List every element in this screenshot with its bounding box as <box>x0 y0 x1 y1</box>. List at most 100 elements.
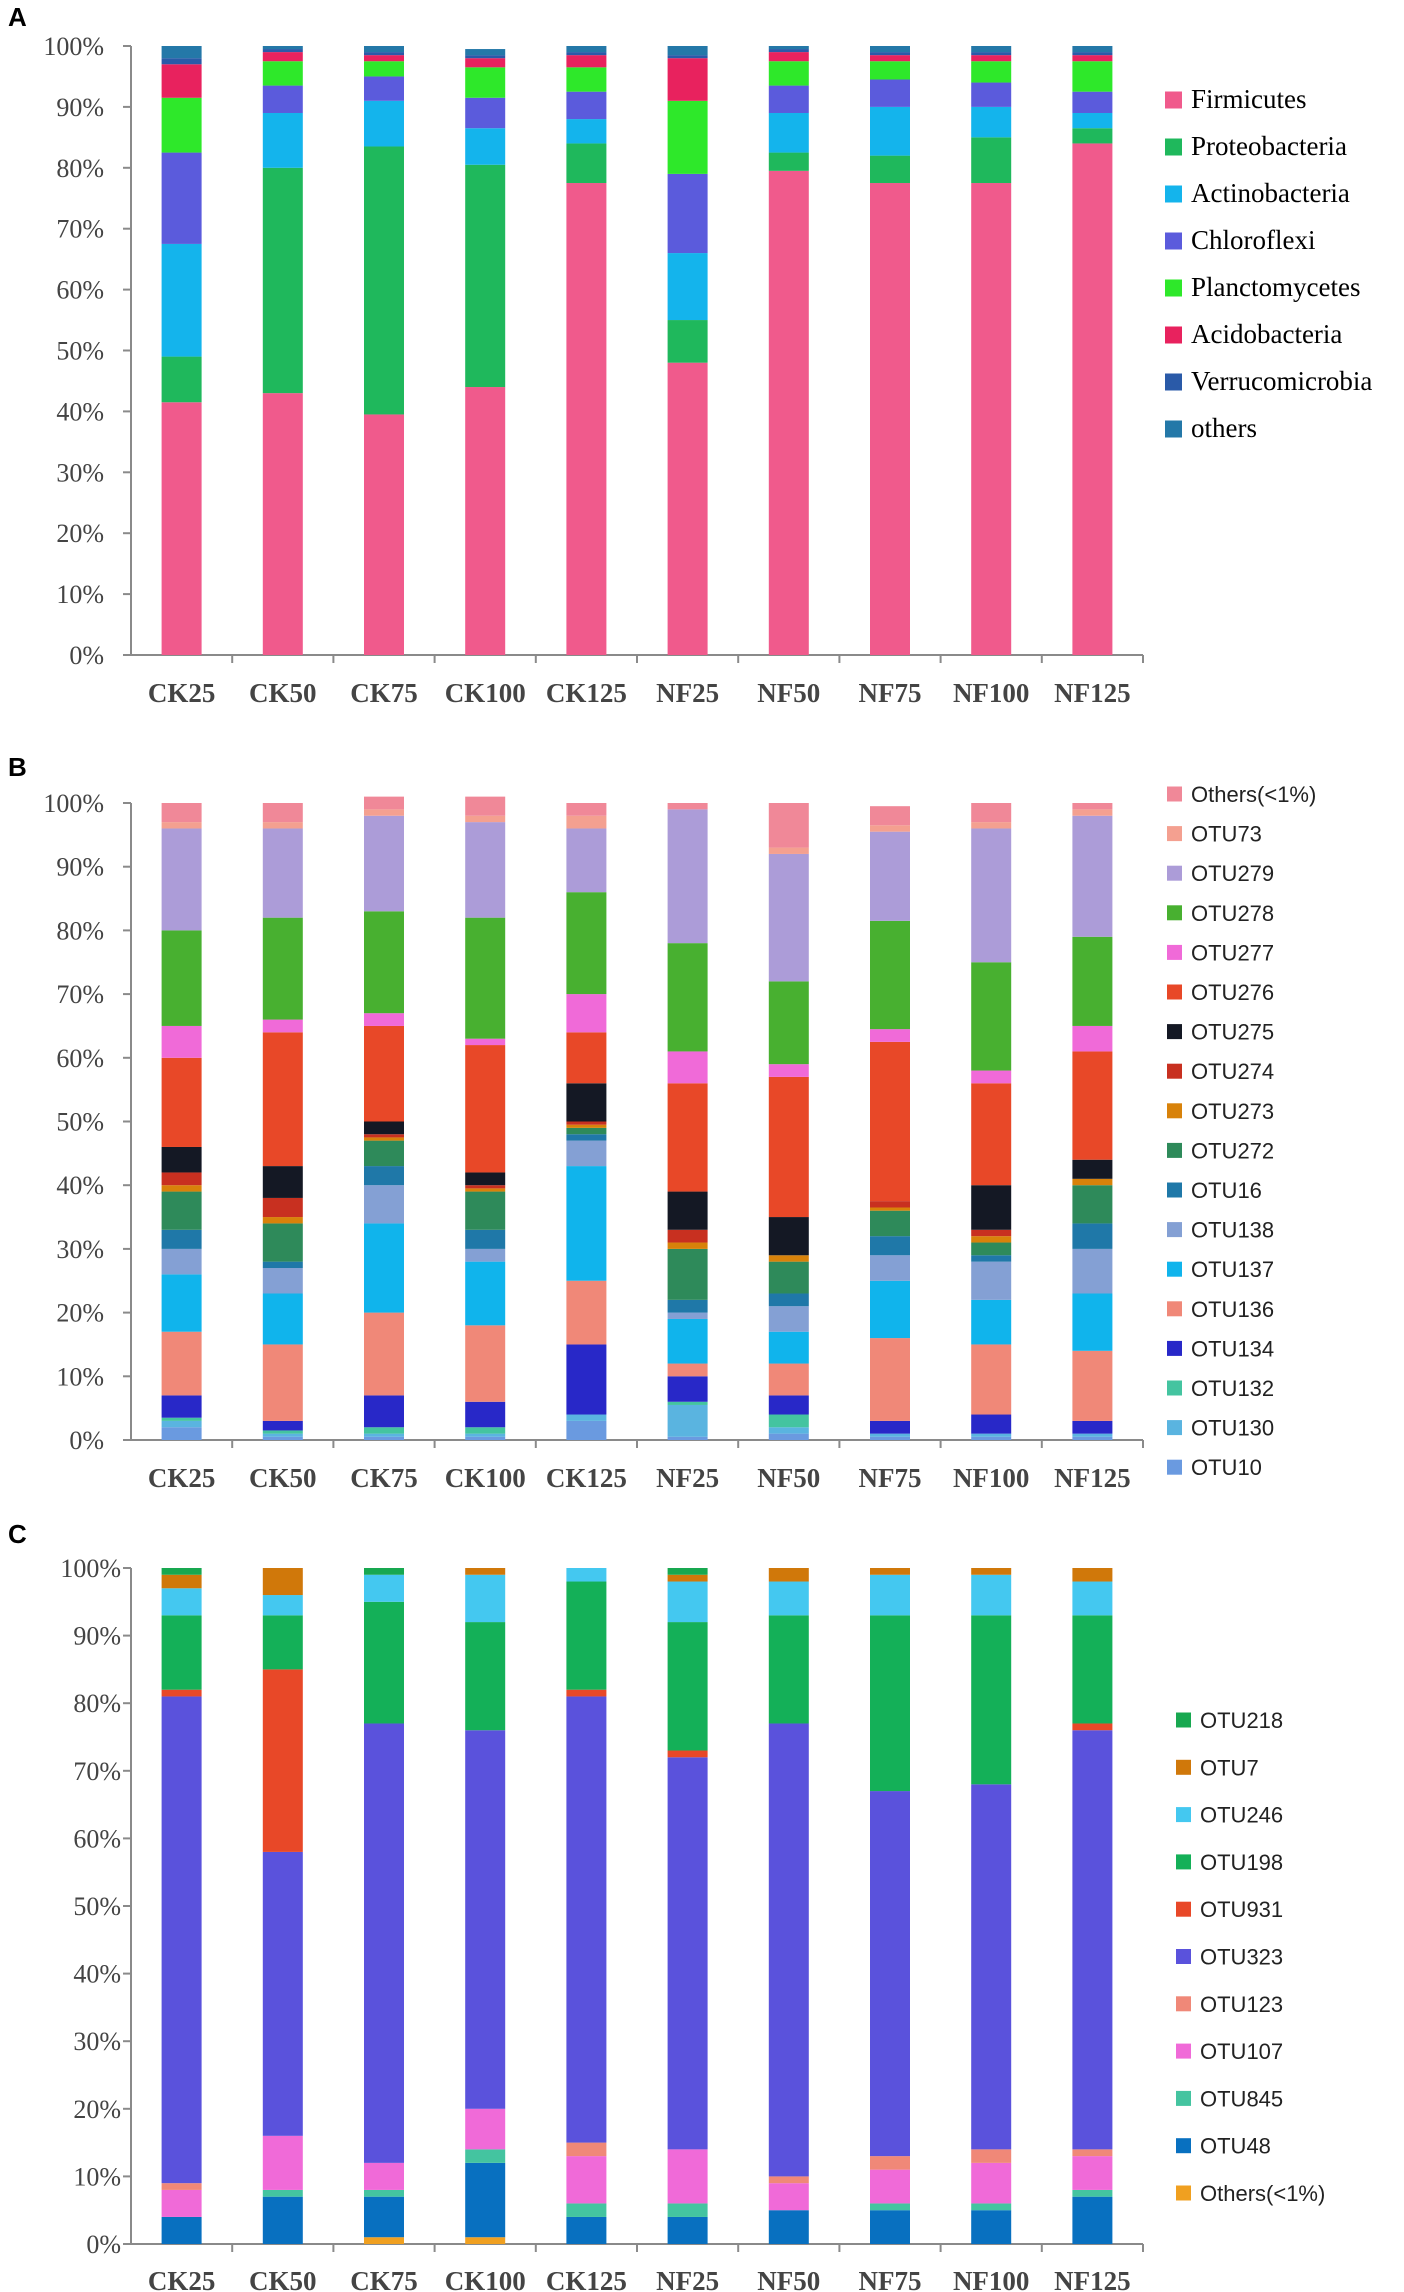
bar-segment-otu136 <box>465 1325 506 1402</box>
legend-label: OTU931 <box>1200 1897 1283 1922</box>
bar-segment-otu16 <box>566 1134 607 1141</box>
legend-label: Acidobacteria <box>1191 319 1342 349</box>
bar-segment-acidobacteria <box>1072 55 1113 62</box>
y-tick-label: 0% <box>69 1426 104 1455</box>
bar-segment-otu276 <box>161 1057 202 1147</box>
bar-segment-acidobacteria <box>161 64 202 98</box>
bar-segment-otu107 <box>971 2162 1012 2204</box>
bar-segment-otu931 <box>1072 1723 1113 1731</box>
bar-segment-otu279 <box>465 822 506 918</box>
bar-segment-otu323 <box>971 1784 1012 2150</box>
legend-swatch <box>1167 1182 1182 1198</box>
legend-label: OTU198 <box>1200 1850 1283 1875</box>
y-tick-label: 100% <box>60 1554 121 1583</box>
bar-segment-otu138 <box>364 1185 404 1224</box>
bar-segment-otu246 <box>566 1568 607 1582</box>
bar-segment-otu73 <box>1072 809 1113 816</box>
bar-segment-otu246 <box>161 1588 202 1616</box>
bar-segment-otu130 <box>465 1433 506 1437</box>
bar-segment-otu123 <box>768 2176 809 2184</box>
bar-segment-otu10 <box>161 1427 202 1440</box>
legend-swatch <box>1176 2185 1191 2201</box>
bar-segment-otu246 <box>364 1574 404 1602</box>
bar-segment-otu132 <box>768 1414 809 1428</box>
bar-segment-otu10 <box>465 1436 506 1440</box>
bar-segment-verrucomicrobia <box>364 52 404 56</box>
category-label: NF100 <box>953 678 1030 708</box>
bar-segment-otu279 <box>870 831 910 921</box>
bar-segment-otu272 <box>971 1242 1012 1256</box>
category-label: CK25 <box>148 1463 216 1493</box>
bar-segment-otu130 <box>262 1433 303 1437</box>
bar-segment-otu132 <box>161 1417 202 1421</box>
bar-segment-otu276 <box>364 1025 404 1122</box>
y-tick-label: 90% <box>56 93 104 122</box>
bar-segment-otu246 <box>768 1581 809 1616</box>
y-tick-label: 10% <box>73 2162 121 2191</box>
bar-segment-otu246 <box>465 1574 506 1623</box>
category-label: NF25 <box>656 678 719 708</box>
legend-swatch <box>1176 1949 1191 1964</box>
y-tick-label: 10% <box>56 1362 104 1391</box>
bar-segment-otu218 <box>161 1568 202 1575</box>
bar-segment-otu134 <box>465 1401 506 1428</box>
legend-label: OTU123 <box>1200 1992 1283 2017</box>
bar-segment-otu132 <box>364 1427 404 1434</box>
bar-segment-otu107 <box>1072 2156 1113 2190</box>
legend-swatch <box>1176 1759 1191 1775</box>
bar-segment-otu845 <box>364 2189 404 2197</box>
category-label: CK125 <box>546 678 627 708</box>
bar-segment-otu134 <box>870 1420 910 1434</box>
bar-segment-otu274 <box>971 1229 1012 1237</box>
bar-segment-otu123 <box>971 2149 1012 2163</box>
category-label: NF75 <box>859 1463 922 1493</box>
bar-segment-otu279 <box>971 828 1012 963</box>
bar-segment-proteobacteria <box>161 356 202 403</box>
legend-label: OTU73 <box>1191 822 1262 847</box>
bar-segment-otu130 <box>971 1433 1012 1437</box>
bar-segment-otu134 <box>161 1395 202 1418</box>
bar-segment-otu73 <box>768 847 809 854</box>
legend-label: OTU246 <box>1200 1803 1283 1828</box>
legend-swatch <box>1165 420 1182 438</box>
legend-swatch <box>1167 984 1182 1000</box>
legend-label: OTU137 <box>1191 1257 1274 1282</box>
legend-label: Others(<1%) <box>1191 782 1316 807</box>
legend-swatch <box>1167 865 1182 881</box>
bar-segment-otu48 <box>364 2196 404 2238</box>
bar-segment-otu134 <box>768 1395 809 1415</box>
bar-segment-otu10 <box>870 1436 910 1440</box>
legend-label: Chloroflexi <box>1191 225 1315 255</box>
bar-segment-otu136 <box>161 1331 202 1396</box>
bar-segment-verrucomicrobia <box>870 52 910 56</box>
bar-segment-otu7 <box>465 1568 506 1575</box>
bar-segment-otu278 <box>1072 936 1113 1026</box>
bar-segment-acidobacteria <box>566 55 607 68</box>
bar-segment-others <box>870 46 910 53</box>
y-tick-label: 70% <box>56 980 104 1009</box>
legend-label: OTU279 <box>1191 861 1274 886</box>
bar-segment-otu276 <box>667 1083 708 1192</box>
legend-swatch <box>1165 138 1182 156</box>
bar-segment-otu276 <box>566 1032 607 1084</box>
bar-segment-otu7 <box>161 1574 202 1589</box>
category-label: CK25 <box>148 2266 216 2292</box>
category-label: CK25 <box>148 678 216 708</box>
legend-swatch <box>1167 826 1182 842</box>
bar-segment-otu137 <box>465 1261 506 1326</box>
bar-segment-otu48 <box>161 2216 202 2244</box>
legend-label: OTU218 <box>1200 1708 1283 1733</box>
category-label: NF50 <box>757 678 820 708</box>
legend-swatch <box>1167 1024 1182 1040</box>
bar-segment-actinobacteria <box>667 253 708 321</box>
legend-swatch <box>1165 279 1182 297</box>
legend-label: OTU273 <box>1191 1099 1274 1124</box>
bar-segment-otu198 <box>768 1615 809 1724</box>
y-tick-label: 20% <box>56 519 104 548</box>
bar-segment-others <box>364 46 404 53</box>
legend-swatch <box>1176 1712 1191 1728</box>
bar-segment-proteobacteria <box>1072 128 1113 144</box>
bar-segment-otu845 <box>465 2149 506 2163</box>
legend-label: OTU134 <box>1191 1336 1274 1361</box>
bar-segment-otu123 <box>1072 2149 1113 2157</box>
